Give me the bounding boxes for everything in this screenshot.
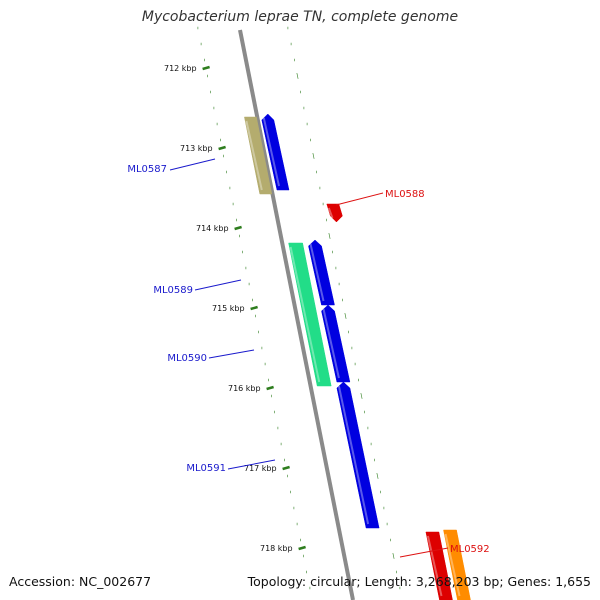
gene-label-leader xyxy=(227,459,276,470)
gene-ML0591[interactable] xyxy=(336,381,380,529)
gene-label-leader xyxy=(208,349,255,359)
kbp-tick xyxy=(298,545,306,551)
misc-feature-khaki[interactable] xyxy=(244,116,273,195)
gene-ML0591-highlight xyxy=(337,385,370,525)
misc-feature-green[interactable] xyxy=(288,242,332,387)
gene-label-leader xyxy=(194,279,242,291)
gene-ML0590-highlight xyxy=(322,308,340,379)
kbp-tick xyxy=(266,385,274,391)
gene-ML0592-orange-highlight xyxy=(444,533,461,597)
gene-ML0588[interactable] xyxy=(326,203,343,223)
label-layer: ML0587 ML0588 ML0589 ML0590 ML0591 ML0592 xyxy=(127,158,490,558)
kbp-tick-label: 712 kbp xyxy=(164,64,197,73)
gene-label-leader xyxy=(399,547,449,558)
kbp-tick-label: 716 kbp xyxy=(228,384,261,393)
genome-backbone xyxy=(238,29,355,600)
gene-label[interactable]: ML0591 xyxy=(186,463,226,474)
kbp-tick-label: 718 kbp xyxy=(260,544,293,553)
kbp-tick xyxy=(202,65,210,71)
accession-text: Accession: NC_002677 xyxy=(9,574,152,589)
gene-label[interactable]: ML0587 xyxy=(127,164,167,175)
gene-label[interactable]: ML0592 xyxy=(450,544,490,555)
gene-ML0588-highlight xyxy=(327,207,334,219)
kbp-tick-label: 717 kbp xyxy=(244,464,277,473)
gene-ML0587[interactable] xyxy=(261,113,290,191)
feature-layer xyxy=(244,113,471,600)
map-title: Mycobacterium leprae TN, complete genome xyxy=(141,9,459,25)
gene-label-leader xyxy=(335,192,384,206)
tick-layer: 712 kbp 713 kbp 714 kbp 715 kbp 716 kbp 717 k… xyxy=(164,26,401,590)
kbp-tick xyxy=(282,465,290,471)
genome-summary-text: Topology: circular; Length: 3,268,203 bp… xyxy=(247,574,591,589)
kbp-tick-label: 714 kbp xyxy=(196,224,229,233)
kbp-tick xyxy=(218,145,226,151)
gene-ML0592-red-highlight xyxy=(426,535,443,597)
misc-feature-khaki-highlight xyxy=(245,120,263,191)
misc-feature-green-highlight xyxy=(289,246,321,383)
gene-label-leader xyxy=(169,158,216,171)
gene-label[interactable]: ML0588 xyxy=(385,189,425,200)
kbp-tick-label: 715 kbp xyxy=(212,304,245,313)
kbp-tick xyxy=(250,305,258,311)
gene-label[interactable]: ML0589 xyxy=(153,285,193,296)
gene-ML0589-highlight xyxy=(309,243,325,302)
gene-ML0592-red[interactable] xyxy=(425,531,453,600)
kbp-tick xyxy=(234,225,242,231)
gene-ML0587-highlight xyxy=(262,117,280,187)
kbp-tick-label: 713 kbp xyxy=(180,144,213,153)
gene-ML0592-orange[interactable] xyxy=(443,529,471,600)
gene-label[interactable]: ML0590 xyxy=(167,353,207,364)
